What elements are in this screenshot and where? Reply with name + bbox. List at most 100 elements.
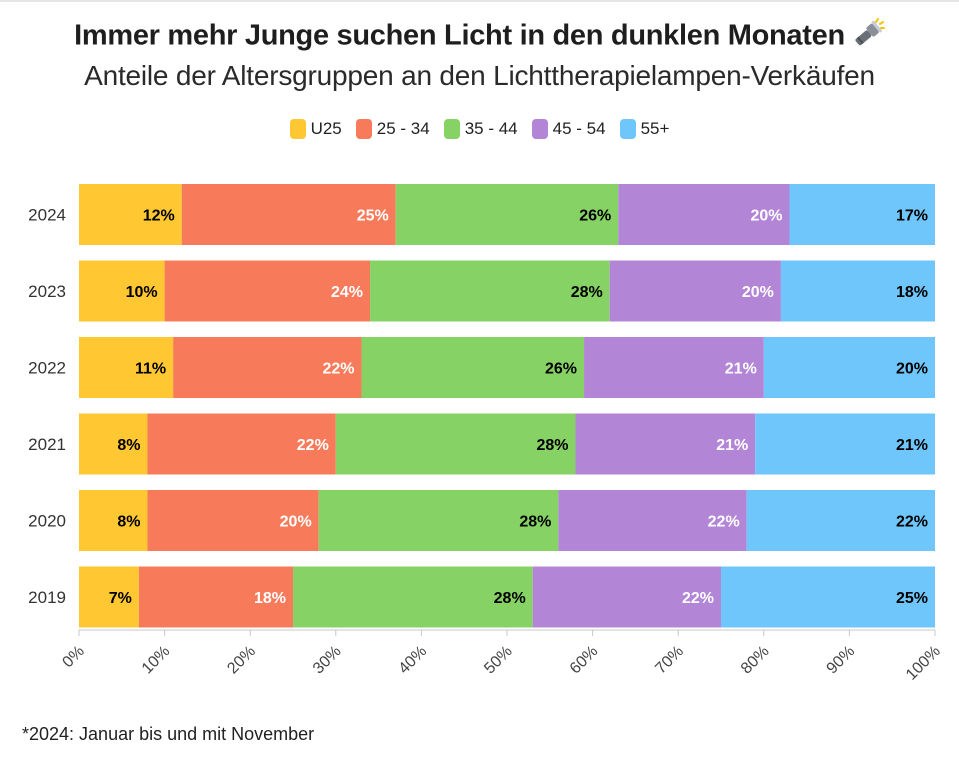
legend-item: U25: [289, 119, 342, 139]
y-tick-label: 2023: [28, 282, 66, 301]
bar-segment: [763, 337, 935, 398]
data-label: 25%: [357, 208, 389, 225]
bar-segment: [609, 260, 781, 322]
legend-swatch: [531, 119, 548, 139]
legend-label: 45 - 54: [552, 119, 606, 138]
legend-swatch: [289, 119, 306, 139]
bar-segment: [293, 566, 533, 628]
data-label: 8%: [117, 514, 140, 531]
bar-segment: [173, 337, 362, 398]
flashlight-icon: [851, 18, 885, 56]
data-label: 18%: [254, 590, 286, 607]
legend-item: 55+: [619, 119, 670, 139]
bar-segment: [361, 337, 585, 398]
data-label: 28%: [571, 284, 603, 301]
data-label: 20%: [896, 361, 928, 378]
data-label: 20%: [742, 284, 774, 301]
bar-segment: [575, 413, 756, 475]
chart-subtitle: Anteile der Altersgruppen an den Lichtth…: [84, 60, 875, 91]
data-label: 10%: [126, 284, 158, 301]
bar-segment: [147, 490, 319, 551]
x-tick-label: 30%: [310, 643, 345, 678]
x-tick-label: 40%: [396, 643, 431, 678]
legend-label: 35 - 44: [464, 119, 518, 138]
y-tick-label: 2019: [28, 588, 66, 607]
bar-segment: [755, 413, 935, 475]
y-tick-label: 2024: [28, 206, 66, 225]
x-tick-label: 100%: [903, 643, 944, 684]
data-label: 21%: [896, 437, 928, 454]
bar-segment: [79, 260, 165, 322]
legend-swatch: [619, 119, 636, 139]
bar-segment: [558, 490, 747, 551]
data-label: 22%: [297, 437, 329, 454]
x-tick-label: 70%: [652, 643, 687, 678]
footnote: *2024: Januar bis und mit November: [22, 724, 315, 744]
bar-segment: [181, 184, 396, 245]
y-tick-label: 2022: [28, 359, 66, 378]
bar-segment: [780, 260, 935, 322]
data-label: 28%: [519, 514, 551, 531]
data-label: 28%: [536, 437, 568, 454]
legend: U25 25 - 34 35 - 44 45 - 54 55+: [0, 119, 959, 139]
bar-segment: [79, 490, 148, 551]
bar-segment: [147, 413, 336, 475]
chart-title: Immer mehr Junge suchen Licht in den dun…: [74, 19, 845, 52]
top-rule: [0, 0, 959, 2]
legend-item: 35 - 44: [443, 119, 518, 139]
data-label: 26%: [579, 208, 611, 225]
legend-label: U25: [310, 119, 342, 138]
legend-item: 25 - 34: [355, 119, 430, 139]
data-label: 12%: [143, 208, 175, 225]
data-label: 20%: [750, 208, 782, 225]
data-label: 7%: [109, 590, 132, 607]
data-label: 25%: [896, 590, 928, 607]
data-label: 8%: [117, 437, 140, 454]
data-label: 11%: [135, 361, 166, 378]
bar-segment: [721, 566, 935, 628]
bar-segment: [79, 413, 148, 475]
data-label: 22%: [708, 514, 740, 531]
data-label: 24%: [331, 284, 363, 301]
data-label: 18%: [896, 284, 928, 301]
x-tick-label: 50%: [481, 643, 516, 678]
x-tick-label: 20%: [224, 643, 259, 678]
bar-segment: [79, 566, 139, 628]
data-label: 17%: [896, 208, 928, 225]
bar-segment: [79, 184, 182, 245]
bar-segment: [138, 566, 293, 628]
data-label: 21%: [725, 361, 757, 378]
x-tick-label: 0%: [59, 643, 87, 671]
data-label: 22%: [322, 361, 354, 378]
bar-segment: [395, 184, 619, 245]
x-tick-label: 90%: [824, 643, 859, 678]
x-tick-label: 10%: [139, 643, 174, 678]
bar-segment: [746, 490, 935, 551]
data-label: 26%: [545, 361, 577, 378]
data-label: 22%: [896, 514, 928, 531]
bar-segment: [370, 260, 610, 322]
legend-swatch: [443, 119, 460, 139]
bar-segment: [164, 260, 371, 322]
data-label: 20%: [280, 514, 312, 531]
bar-segment: [584, 337, 764, 398]
y-tick-label: 2021: [28, 435, 66, 454]
bar-segment: [335, 413, 576, 475]
bar-segment: [318, 490, 559, 551]
legend-label: 55+: [640, 119, 670, 138]
data-label: 21%: [716, 437, 748, 454]
bar-segment: [532, 566, 721, 628]
legend-label: 25 - 34: [376, 119, 430, 138]
data-label: 28%: [494, 590, 526, 607]
y-tick-label: 2020: [28, 512, 66, 531]
bar-segment: [618, 184, 790, 245]
bar-segment: [79, 337, 174, 398]
legend-item: 45 - 54: [531, 119, 606, 139]
legend-swatch: [355, 119, 372, 139]
bar-segment: [789, 184, 935, 245]
x-tick-label: 80%: [738, 643, 773, 678]
chart-title-row: Immer mehr Junge suchen Licht in den dun…: [0, 18, 959, 56]
data-label: 22%: [682, 590, 714, 607]
x-tick-label: 60%: [567, 643, 602, 678]
